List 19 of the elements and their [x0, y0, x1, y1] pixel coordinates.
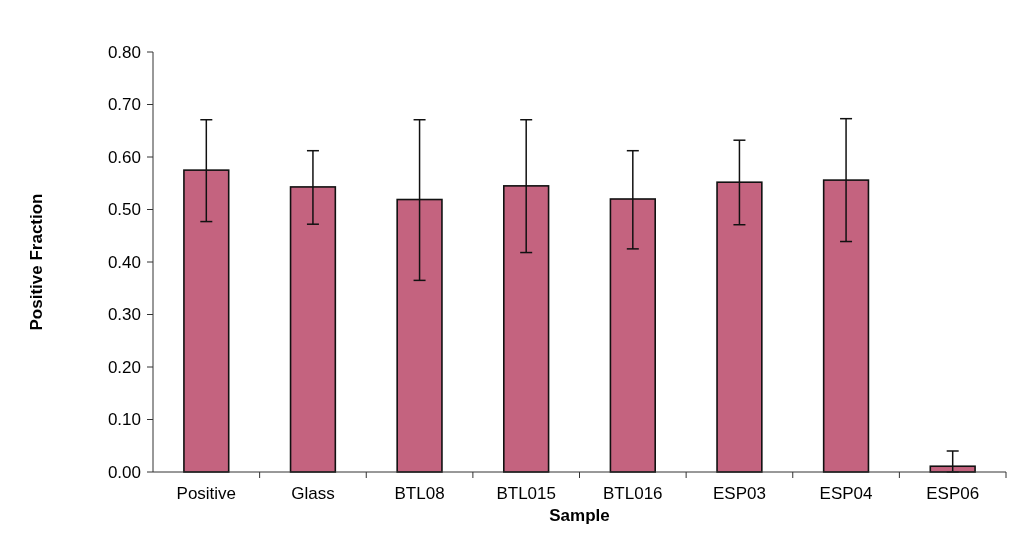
y-axis-title: Positive Fraction — [27, 193, 46, 331]
y-tick-label: 0.40 — [107, 252, 141, 272]
y-tick-label: 0.50 — [107, 200, 141, 220]
x-tick-label: ESP03 — [712, 484, 766, 503]
x-tick-label: Glass — [291, 484, 335, 503]
x-tick-label: BTL015 — [496, 484, 556, 503]
y-tick-label: 0.10 — [107, 410, 141, 430]
y-tick-label: 0.00 — [107, 462, 141, 482]
x-tick-label: ESP06 — [926, 484, 980, 503]
y-tick-label: 0.30 — [107, 305, 141, 325]
x-axis-title: Sample — [549, 506, 610, 525]
x-tick-label: ESP04 — [819, 484, 873, 503]
x-tick-label: Positive — [176, 484, 237, 503]
y-tick-label: 0.60 — [107, 147, 141, 167]
y-tick-label: 0.70 — [107, 95, 141, 115]
y-tick-label: 0.20 — [107, 357, 141, 377]
x-tick-label: BTL016 — [603, 484, 663, 503]
y-tick-label: 0.80 — [107, 42, 141, 62]
x-tick-label: BTL08 — [394, 484, 445, 503]
